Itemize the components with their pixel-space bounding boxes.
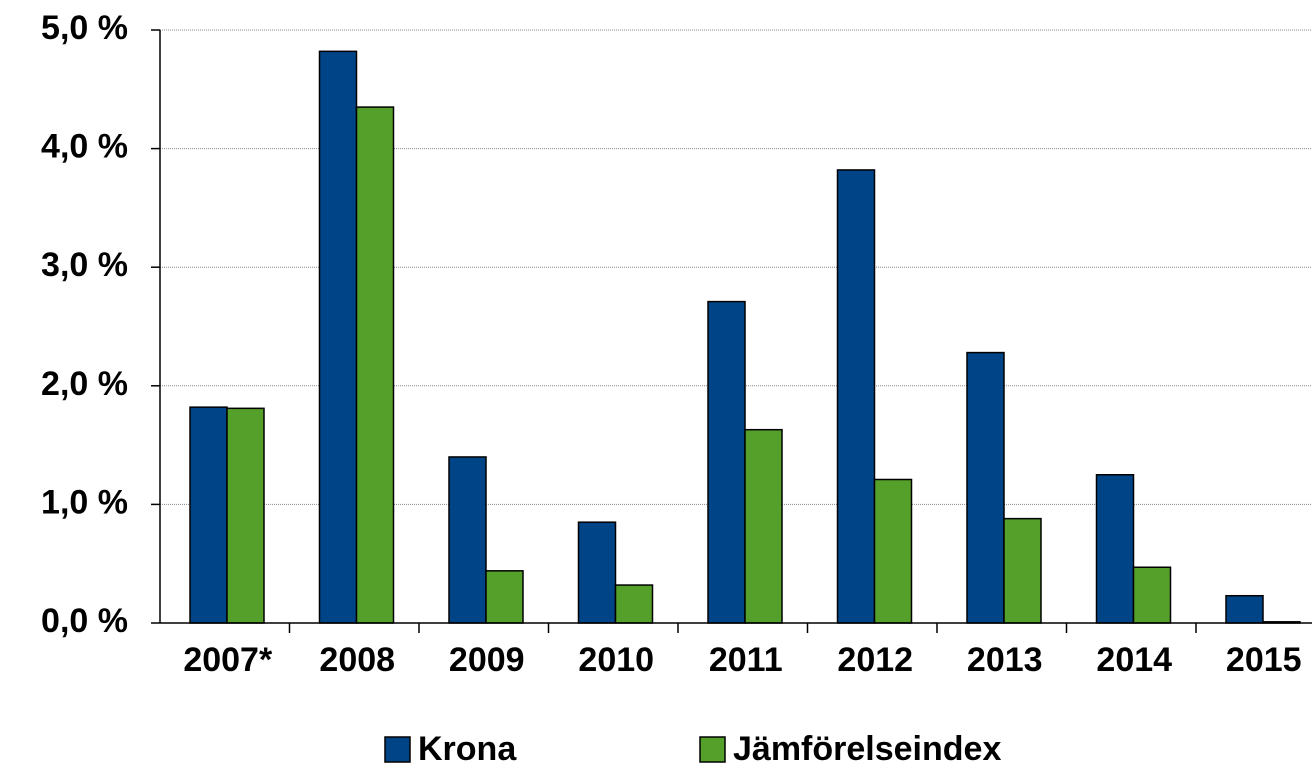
x-tick-label: 2012 (837, 641, 913, 679)
bar (318, 50, 358, 624)
y-tick-label: 4,0 % (41, 128, 128, 166)
bar (226, 407, 265, 624)
y-tick-label: 2,0 % (41, 365, 128, 403)
bar (355, 106, 395, 624)
x-tick-label: 2008 (319, 641, 395, 679)
y-tick-label: 1,0 % (41, 483, 128, 521)
legend-label: Jämförelseindex (733, 730, 1001, 768)
bar (966, 351, 1005, 624)
x-tick-label: 2013 (967, 641, 1043, 679)
bar (707, 300, 746, 624)
bar (1003, 517, 1042, 624)
bar (1225, 594, 1264, 624)
bar (614, 584, 654, 624)
bar (744, 428, 783, 624)
x-tick-label: 2014 (1096, 641, 1172, 679)
bar (189, 406, 228, 624)
bar (1095, 474, 1135, 624)
bar (836, 169, 876, 624)
y-tick-label: 5,0 % (41, 9, 128, 47)
y-tick-label: 3,0 % (41, 246, 128, 284)
bar (448, 456, 487, 624)
x-tick-label: 2015 (1226, 641, 1302, 679)
bar (577, 521, 617, 624)
bar (1132, 566, 1172, 624)
bar (485, 570, 524, 624)
legend-label: Krona (418, 730, 517, 768)
legend-swatch (384, 736, 411, 763)
y-tick-label: 0,0 % (41, 602, 128, 640)
x-tick-label: 2011 (709, 641, 783, 679)
legend-swatch (699, 736, 726, 763)
x-tick-label: 2007* (183, 641, 273, 679)
x-tick-label: 2009 (449, 641, 525, 679)
bar (873, 478, 913, 624)
x-tick-label: 2010 (578, 641, 654, 679)
